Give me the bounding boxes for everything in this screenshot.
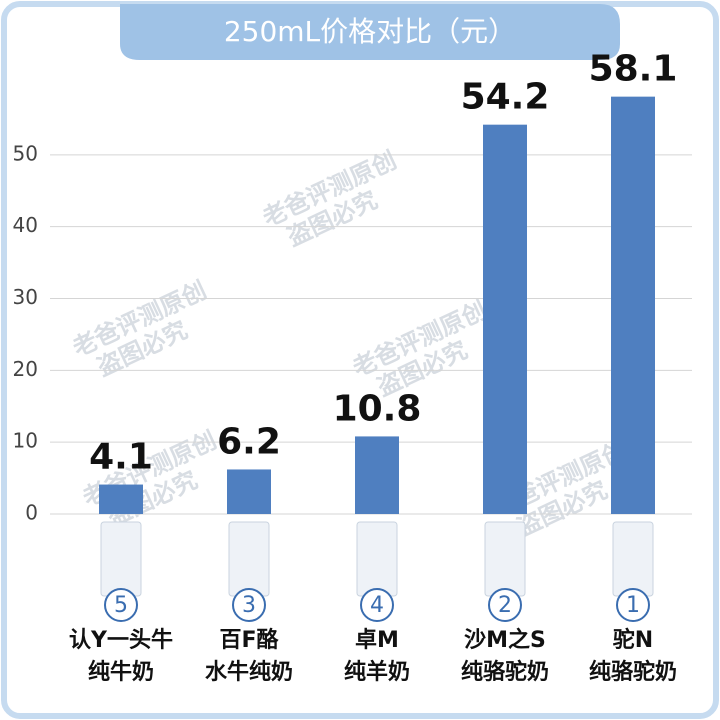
- rank-number: 2: [498, 593, 512, 618]
- value-label: 58.1: [589, 49, 678, 90]
- rank-badge: [360, 588, 394, 622]
- bar: [611, 96, 655, 515]
- x-tick-label: 纯骆驼奶: [589, 659, 677, 685]
- chart-title: 250mL价格对比（元）: [224, 15, 516, 48]
- x-tick-label: 沙M之S: [464, 627, 546, 653]
- rank-badge: [488, 588, 522, 622]
- product-image: [356, 521, 398, 597]
- x-tick-label: 纯骆驼奶: [461, 659, 549, 685]
- product-image: [612, 521, 654, 597]
- x-tick-label: 驼N: [613, 627, 653, 653]
- x-tick-label: 水牛纯奶: [205, 659, 293, 685]
- x-tick-label: 纯牛奶: [88, 659, 154, 685]
- bar: [99, 484, 143, 514]
- y-tick-label: 0: [25, 501, 38, 525]
- title-tab: [120, 4, 620, 60]
- y-tick-label: 30: [13, 285, 38, 309]
- value-label: 54.2: [461, 77, 550, 118]
- rank-badge: [232, 588, 266, 622]
- rank-number: 5: [114, 593, 128, 618]
- x-tick-label: 卓M: [355, 628, 399, 653]
- y-tick-label: 10: [13, 429, 38, 453]
- bar: [227, 469, 271, 514]
- y-tick-label: 20: [13, 357, 38, 381]
- bar: [355, 436, 399, 514]
- rank-number: 3: [242, 593, 256, 618]
- y-tick-label: 50: [13, 141, 38, 165]
- product-image: [100, 521, 142, 597]
- x-tick-label: 认Y一头牛: [69, 627, 173, 653]
- x-tick-label: 百F酪: [219, 627, 279, 653]
- rank-number: 4: [370, 593, 384, 618]
- rank-number: 1: [626, 593, 640, 618]
- bar: [483, 124, 527, 514]
- rank-badge: [104, 588, 138, 622]
- value-label: 10.8: [333, 388, 422, 429]
- y-tick-label: 40: [13, 213, 38, 237]
- rank-badge: [616, 588, 650, 622]
- x-tick-label: 纯羊奶: [344, 659, 410, 685]
- value-label: 4.1: [89, 437, 153, 478]
- product-image: [484, 521, 526, 597]
- product-image: [228, 521, 270, 597]
- value-label: 6.2: [217, 421, 281, 462]
